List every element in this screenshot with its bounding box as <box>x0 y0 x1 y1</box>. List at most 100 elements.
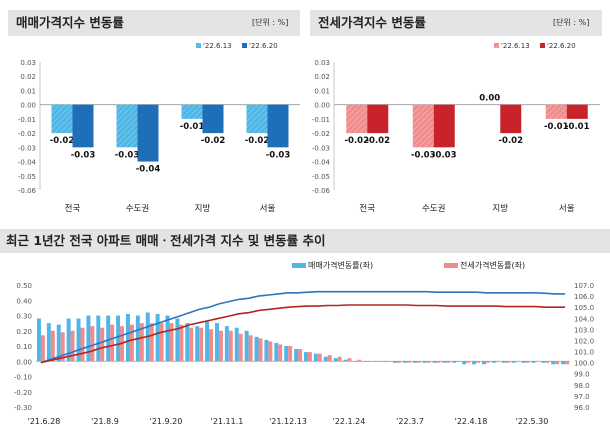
bar-curr <box>137 104 159 162</box>
x-tick-label: '22.3.7 <box>396 417 424 426</box>
left-tick-label: 0.50 <box>16 282 32 290</box>
bar-sale-change <box>521 361 526 363</box>
bar-jeonse-change <box>495 361 500 362</box>
bar-jeonse-change <box>169 323 174 362</box>
bar-prev <box>545 104 567 119</box>
bar-jeonse-change <box>317 353 322 362</box>
bar-sale-change <box>205 321 210 362</box>
category-label: 서울 <box>559 204 575 214</box>
y-tick-label: -0.02 <box>18 130 36 138</box>
data-label: -0.03 <box>411 150 436 160</box>
bar-sale-change <box>224 326 229 362</box>
y-tick-label: 0.03 <box>20 59 36 67</box>
category-label: 수도권 <box>422 203 445 214</box>
bar-jeonse-change <box>565 361 569 365</box>
data-label: -0.03 <box>71 150 96 160</box>
data-label: -0.02 <box>366 136 391 146</box>
bar-jeonse-change <box>50 330 55 362</box>
bar-jeonse-change <box>209 329 213 362</box>
y-tick-label: -0.01 <box>18 116 36 124</box>
bar-sale-change <box>175 318 180 362</box>
y-tick-label: -0.06 <box>18 187 37 195</box>
bar-jeonse-change <box>377 361 382 362</box>
y-tick-label: -0.03 <box>18 144 36 152</box>
bar-jeonse-change <box>110 324 115 362</box>
left-tick-label: 0.30 <box>16 313 32 321</box>
right-tick-label: 101.0 <box>574 349 594 357</box>
bar-sale-change <box>343 359 348 362</box>
bar-prev <box>246 104 268 134</box>
bar-sale-change <box>422 361 427 363</box>
x-tick-label: '21.12.13 <box>269 417 307 426</box>
bar-jeonse-change <box>337 356 342 362</box>
y-tick-label: -0.04 <box>312 159 331 167</box>
bar-jeonse-change <box>199 327 204 362</box>
data-label: -0.02 <box>201 136 226 146</box>
bar-sale-change <box>363 361 368 362</box>
bar-jeonse-change <box>436 361 441 363</box>
bar-sale-change <box>294 349 299 362</box>
legend-swatch-prev <box>196 43 201 48</box>
bar-jeonse-change <box>100 327 105 362</box>
y-tick-label: -0.06 <box>312 187 331 195</box>
bar-jeonse-change <box>307 352 312 362</box>
bar-jeonse-change <box>179 324 184 362</box>
bar-jeonse-change <box>446 361 451 363</box>
bar-jeonse-change <box>347 358 352 362</box>
data-label: -0.01 <box>565 122 590 132</box>
bar-sale-change <box>86 315 91 362</box>
bar-jeonse-change <box>505 361 510 363</box>
x-tick-label: '22.1.24 <box>333 417 366 426</box>
bar-sale-change <box>264 339 269 362</box>
left-tick-label: 0.10 <box>16 343 32 351</box>
right-tick-label: 99.0 <box>574 371 590 379</box>
bar-jeonse-change <box>288 346 293 362</box>
y-tick-label: 0.01 <box>314 87 330 95</box>
bar-sale-change <box>323 356 328 362</box>
bar-sale-change <box>37 318 41 362</box>
bar-sale-change <box>244 330 249 362</box>
bar-jeonse-change <box>149 323 154 362</box>
x-tick-label: '21.6.28 <box>28 417 61 426</box>
legend-label-prev: '22.6.13 <box>203 42 232 50</box>
bar-sale-change <box>46 323 51 362</box>
legend-swatch-curr <box>242 43 247 48</box>
y-tick-label: 0.02 <box>20 73 36 81</box>
bar-jeonse-change <box>416 361 421 363</box>
bar-sale-change <box>66 318 71 362</box>
sale-chart-title: 매매가격지수 변동률 <box>8 10 300 36</box>
bar-jeonse-change <box>248 335 253 362</box>
line-jeonse-index <box>40 304 566 364</box>
bar-jeonse-change <box>485 361 490 363</box>
data-label: 0.00 <box>479 94 500 104</box>
y-tick-label: 0.00 <box>20 102 36 110</box>
bar-sale-change <box>402 361 407 363</box>
bar-jeonse-change <box>139 323 144 362</box>
bar-jeonse-change <box>476 361 480 363</box>
bar-jeonse-change <box>535 361 540 362</box>
x-tick-label: '21.8.9 <box>91 417 119 426</box>
bar-curr <box>202 104 224 134</box>
left-tick-label: 0.00 <box>16 358 32 366</box>
right-tick-label: 104.0 <box>574 315 594 323</box>
bar-curr <box>500 104 522 134</box>
category-label: 지방 <box>492 203 508 214</box>
legend-label-curr: '22.6.20 <box>249 42 278 50</box>
bar-jeonse-change <box>238 333 243 362</box>
category-label: 수도권 <box>126 203 149 214</box>
bar-sale-change <box>383 361 388 362</box>
category-label: 서울 <box>260 204 276 214</box>
trend-chart-title: 최근 1년간 전국 아파트 매매ㆍ전세가격 지수 및 변동률 추이 <box>0 229 610 253</box>
bar-sale-change <box>561 361 566 365</box>
bar-jeonse-change <box>525 361 530 363</box>
y-tick-label: 0.01 <box>20 87 36 95</box>
data-label: -0.01 <box>544 122 569 132</box>
bar-jeonse-change <box>60 332 65 362</box>
bar-sale-change <box>304 352 308 362</box>
bar-jeonse-change <box>40 335 45 362</box>
left-tick-label: 0.20 <box>16 328 32 336</box>
data-label: -0.01 <box>180 122 205 132</box>
bar-jeonse-change <box>357 359 362 362</box>
left-tick-label: -0.20 <box>14 389 32 397</box>
